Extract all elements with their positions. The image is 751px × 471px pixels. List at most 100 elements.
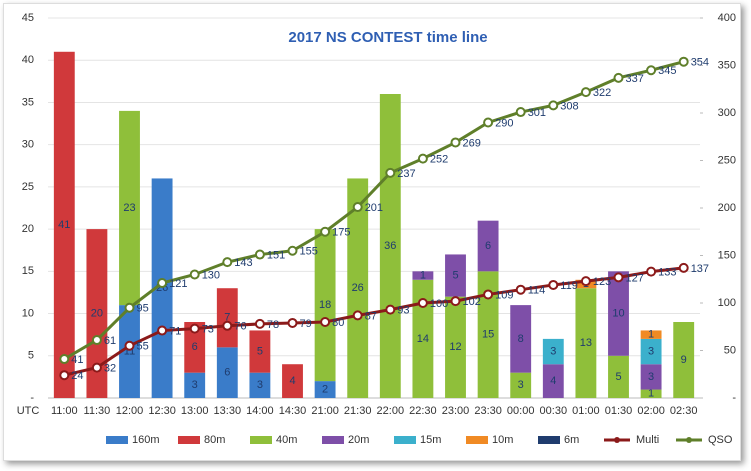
bar-segment <box>347 178 369 398</box>
x-tick-label: 00:30 <box>540 405 568 417</box>
bar-segment <box>53 51 75 399</box>
bar-label: 15 <box>482 329 494 341</box>
x-tick-label: 02:00 <box>637 405 665 417</box>
line-label: 237 <box>397 168 415 180</box>
x-tick-label: 14:30 <box>279 405 307 417</box>
line-label: 345 <box>658 65 676 77</box>
line-marker <box>352 202 363 213</box>
line-marker <box>157 278 168 289</box>
line-marker <box>646 65 657 76</box>
bar-label: 9 <box>681 354 687 366</box>
line-marker <box>59 370 70 381</box>
line-label: 32 <box>104 363 116 375</box>
y-tick-label: 35 <box>22 96 34 108</box>
y-tick-label: 25 <box>22 181 34 193</box>
line-marker <box>417 153 428 164</box>
line-label: 151 <box>267 249 285 261</box>
legend-swatch <box>538 436 560 444</box>
line-marker <box>124 340 135 351</box>
bar-segment <box>184 372 206 398</box>
bar-label: 26 <box>352 282 364 294</box>
line-marker <box>320 317 331 327</box>
bar-label: 36 <box>384 240 396 252</box>
line-marker <box>450 137 461 148</box>
line-marker <box>646 266 657 277</box>
bar-segment <box>608 355 629 398</box>
bar-label: 3 <box>192 379 198 391</box>
bar-segment <box>119 305 140 398</box>
bar-segment <box>282 364 303 398</box>
line-label: 269 <box>463 137 481 149</box>
line-label: 102 <box>463 296 481 308</box>
line <box>63 266 684 377</box>
line-marker <box>483 289 494 300</box>
bar-segment <box>608 271 629 356</box>
bar-segment <box>477 220 499 272</box>
bar-label: 3 <box>648 345 654 357</box>
line-marker <box>59 354 70 365</box>
y2-tick-label: - <box>732 392 736 404</box>
x-tick-label: 11:30 <box>84 405 111 417</box>
line-label: 133 <box>658 267 676 279</box>
line-marker <box>580 87 591 98</box>
bar-label: 7 <box>224 312 230 324</box>
legend-label: 160m <box>132 434 160 446</box>
chart-title: 2017 NS CONTEST time line <box>288 29 487 46</box>
y-tick-label: 5 <box>28 350 34 362</box>
x-tick-label: 21:30 <box>344 405 372 417</box>
bar-label: 1 <box>648 329 654 341</box>
y-tick-label: 15 <box>22 265 34 277</box>
y-tick-label: 30 <box>22 139 34 151</box>
bar-label: 6 <box>224 367 230 379</box>
bar-segment <box>542 338 564 365</box>
y2-tick-label: 400 <box>718 12 736 24</box>
line <box>63 60 685 361</box>
line-label: 93 <box>397 305 409 317</box>
legend-swatch <box>250 436 272 444</box>
legend-swatch <box>394 436 416 444</box>
line-label: 41 <box>71 354 83 366</box>
x-tick-label: 01:00 <box>572 405 600 417</box>
legend-label: 15m <box>420 434 441 446</box>
bar-label: 3 <box>518 379 524 391</box>
bar-segment <box>477 271 499 398</box>
line-marker <box>678 262 689 273</box>
legend-swatch <box>106 436 128 444</box>
line-marker <box>613 72 624 83</box>
x-tick-label: 13:30 <box>214 405 242 417</box>
bar-label: 11 <box>124 345 135 357</box>
line-label: 100 <box>430 298 448 310</box>
legend-label: Multi <box>636 434 659 446</box>
bar-label: 5 <box>452 269 458 281</box>
bar-segment <box>249 372 271 398</box>
bar-label: 3 <box>257 379 263 391</box>
line-marker <box>385 167 396 178</box>
bar-segment <box>412 279 434 398</box>
line-label: 322 <box>593 87 611 99</box>
line-marker <box>287 245 298 256</box>
line-marker <box>352 310 363 321</box>
legend-marker <box>686 437 692 443</box>
bar-segment <box>510 372 532 398</box>
line-label: 76 <box>234 321 246 333</box>
line-label: 301 <box>528 107 546 119</box>
line-marker <box>450 296 461 307</box>
line-label: 79 <box>300 318 312 330</box>
line-marker <box>515 284 526 295</box>
bar-label: 6 <box>192 341 198 353</box>
line-label: 114 <box>528 285 546 297</box>
line-marker <box>548 100 559 111</box>
line-marker <box>678 56 689 67</box>
line-label: 290 <box>495 117 513 129</box>
line-marker <box>189 323 200 334</box>
legend-label: 20m <box>348 434 369 446</box>
bar-label: 8 <box>518 333 524 345</box>
bar-segment <box>640 389 662 398</box>
line-label: 78 <box>267 319 279 331</box>
legend-swatch <box>466 436 488 444</box>
bar-segment <box>314 229 336 382</box>
x-tick-label: 23:30 <box>474 405 502 417</box>
bar-segment <box>673 322 695 398</box>
line-label: 95 <box>137 303 149 315</box>
